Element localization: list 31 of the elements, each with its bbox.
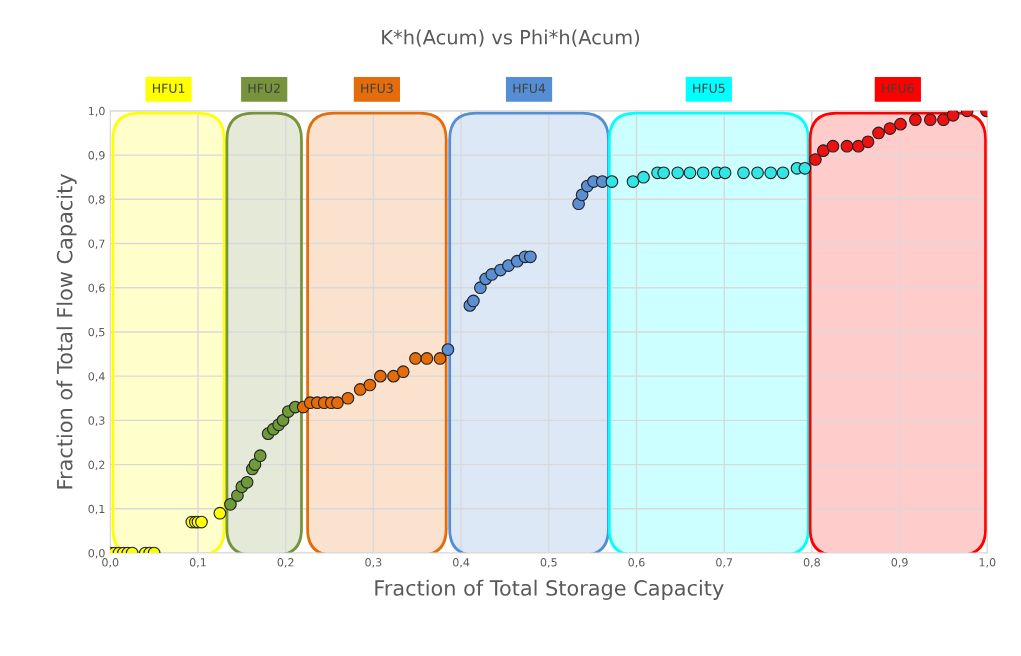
y-tick-label: 0,0 <box>88 548 105 559</box>
y-axis-title: Fraction of Total Flow Capacity <box>56 174 77 489</box>
band-label: HFU2 <box>248 83 280 93</box>
band-label: HFU4 <box>513 83 546 93</box>
band-label: HFU5 <box>693 83 725 93</box>
x-tick-label: 0,0 <box>102 558 119 568</box>
y-tick-label: 1,0 <box>88 106 105 117</box>
x-tick-label: 0,3 <box>365 558 382 568</box>
x-tick-label: 0,5 <box>540 558 557 568</box>
y-tick-label: 0,2 <box>88 460 105 471</box>
band-label: HFU1 <box>152 83 185 93</box>
x-tick-label: 0,7 <box>716 558 733 568</box>
x-tick-label: 0,1 <box>189 558 206 568</box>
x-tick-label: 0,8 <box>803 558 820 568</box>
y-tick-label: 0,3 <box>88 416 105 426</box>
x-tick-label: 0,9 <box>891 558 908 568</box>
x-tick-label: 1,0 <box>979 558 996 568</box>
y-tick-label: 0,6 <box>88 283 105 294</box>
y-tick-label: 0,9 <box>88 151 105 161</box>
band-label: HFU3 <box>361 83 393 93</box>
y-tick-label: 0,4 <box>88 372 105 382</box>
x-tick-label: 0,4 <box>452 558 470 568</box>
y-tick-label: 0,8 <box>88 195 105 205</box>
y-tick-label: 0,1 <box>88 504 105 515</box>
band-label: HFU6 <box>882 83 914 93</box>
y-tick-label: 0,7 <box>88 239 105 250</box>
x-tick-label: 0,6 <box>628 558 645 568</box>
x-axis-title: Fraction of Total Storage Capacity <box>375 579 724 600</box>
chart-title: K*h(Acum) vs Phi*h(Acum) <box>382 29 640 47</box>
x-tick-label: 0,2 <box>277 558 294 568</box>
y-tick-label: 0,5 <box>88 327 105 338</box>
